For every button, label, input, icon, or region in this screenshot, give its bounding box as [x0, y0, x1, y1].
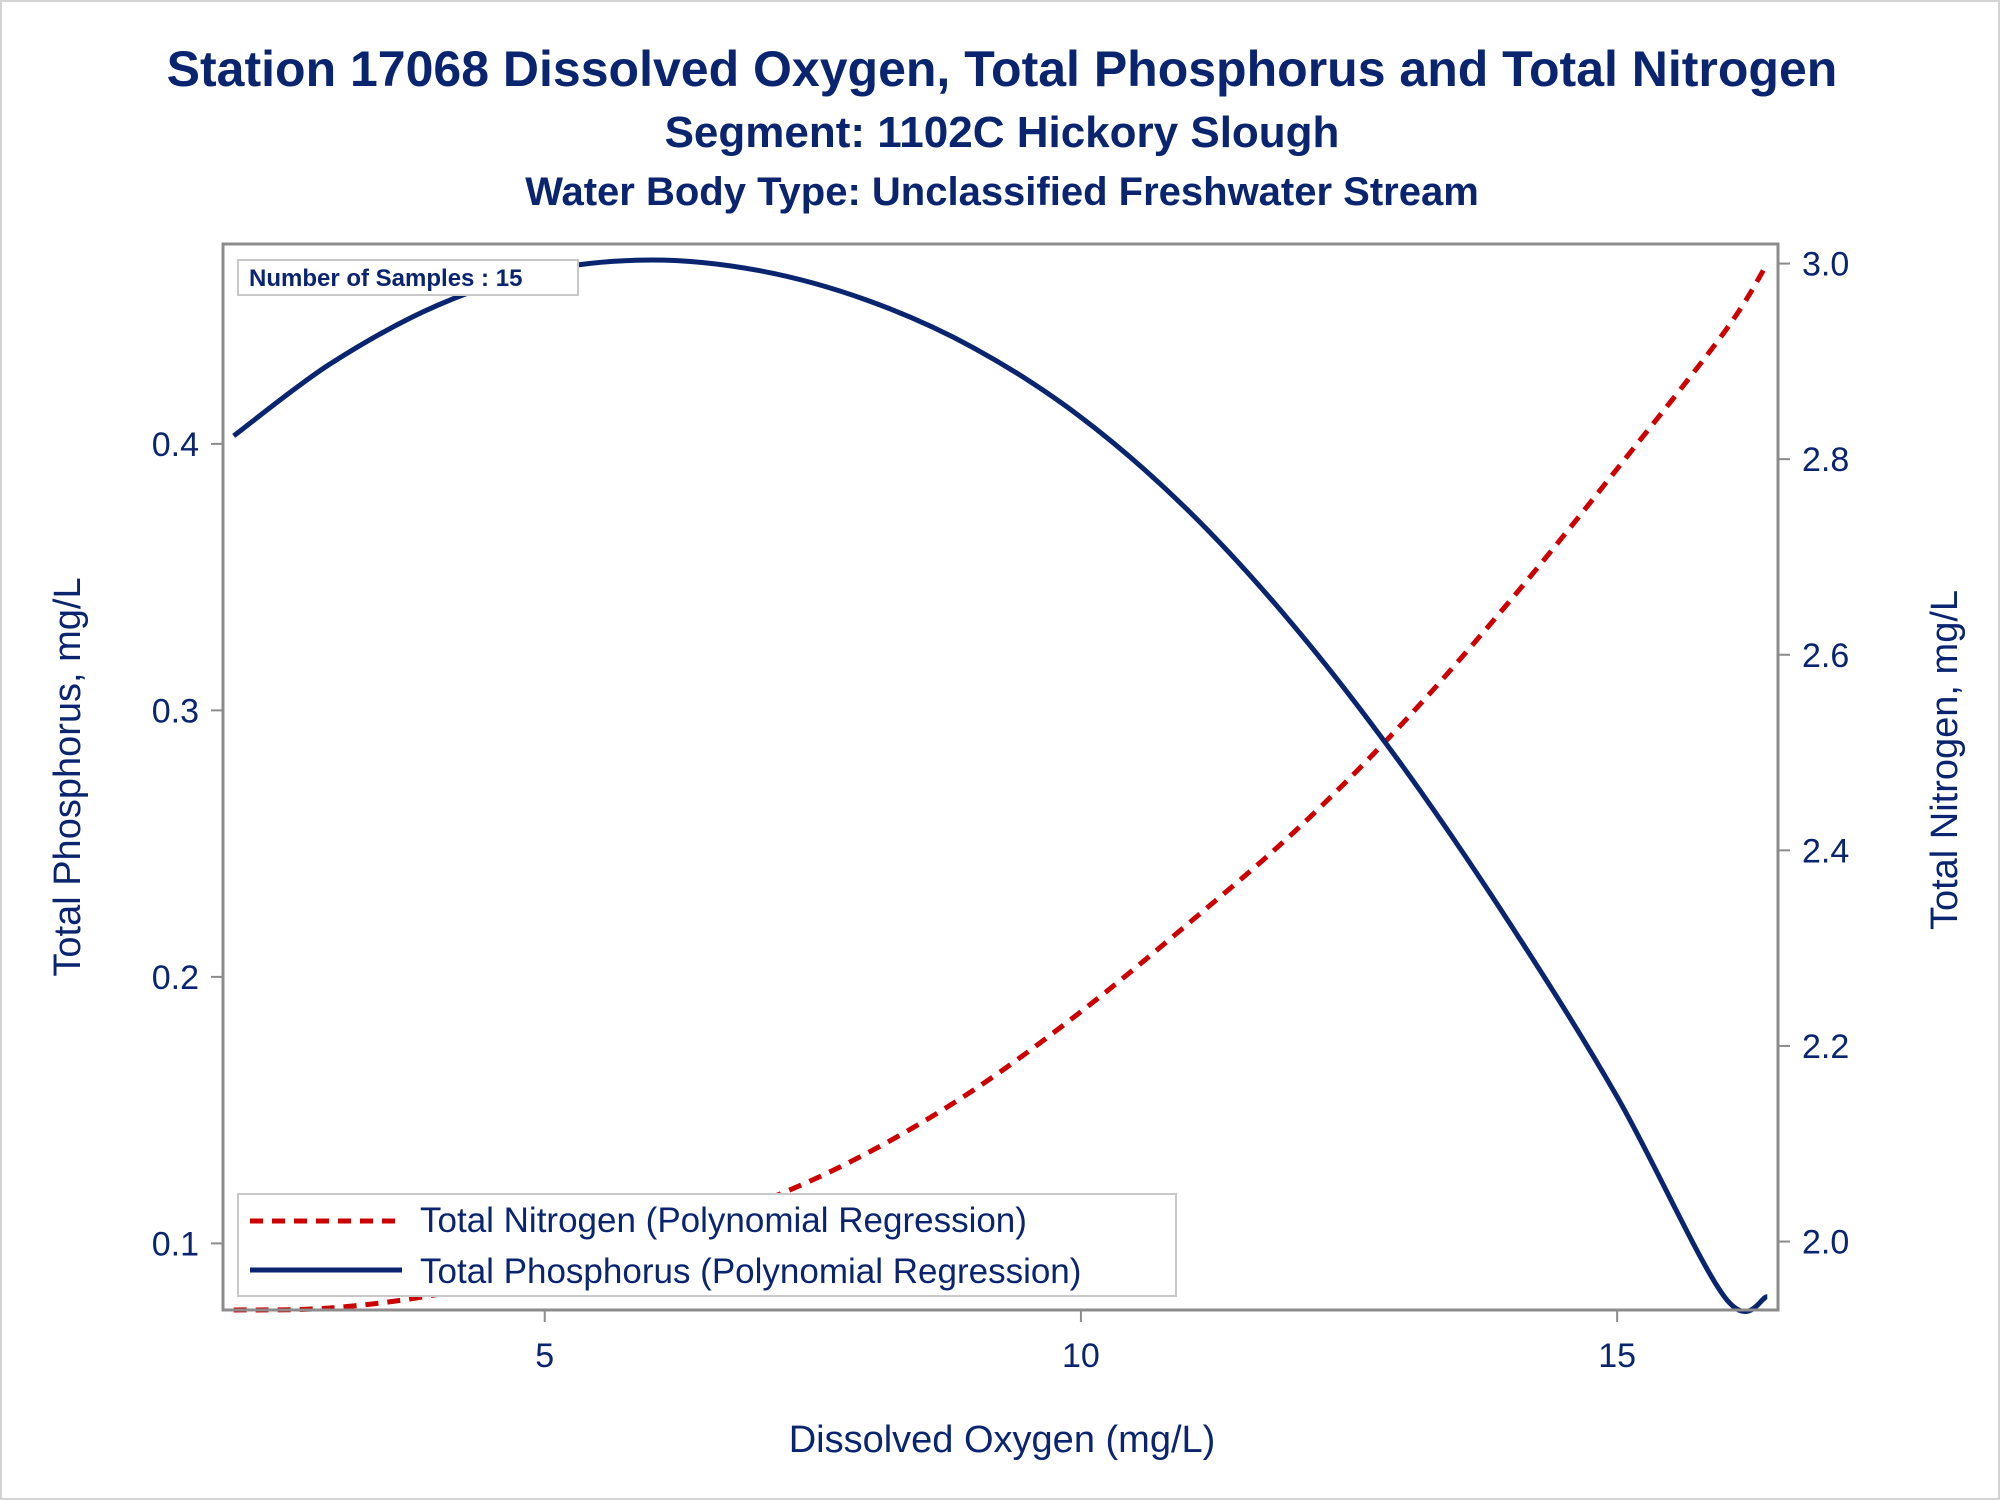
- y-tick-label-right: 2.8: [1802, 441, 1849, 479]
- y-axis-label-left: Total Phosphorus, mg/L: [47, 577, 89, 976]
- legend-frame: [237, 1193, 1177, 1297]
- x-tick-label: 5: [535, 1337, 554, 1375]
- chart-title: Station 17068 Dissolved Oxygen, Total Ph…: [166, 41, 1838, 97]
- y-tick-label-left: 0.3: [152, 692, 199, 730]
- x-axis-label: Dissolved Oxygen (mg/L): [789, 1419, 1216, 1461]
- legend-label-phosphorus: Total Phosphorus (Polynomial Regression): [420, 1252, 1081, 1291]
- series-line-phosphorus: [232, 257, 1769, 1314]
- sample-count-label: Number of Samples : 15: [249, 265, 522, 292]
- x-tick-label: 15: [1598, 1337, 1636, 1375]
- legend: Total Nitrogen (Polynomial Regression) T…: [237, 1193, 1177, 1297]
- y-tick-label-left: 0.4: [152, 426, 199, 464]
- chart-subtitle-2: Water Body Type: Unclassified Freshwater…: [525, 170, 1479, 214]
- y-tick-label-right: 3.0: [1802, 246, 1849, 284]
- series-line-nitrogen: [233, 262, 1770, 1313]
- plot-frame: [221, 242, 1780, 1312]
- chart-subtitle: Segment: 1102C Hickory Slough: [664, 108, 1340, 157]
- y-axis-label-right: Total Nitrogen, mg/L: [1924, 590, 1966, 930]
- legend-label-nitrogen: Total Nitrogen (Polynomial Regression): [420, 1201, 1027, 1240]
- y-tick-label-left: 0.1: [152, 1225, 199, 1263]
- y-tick-label-right: 2.6: [1802, 637, 1849, 675]
- x-tick-label: 10: [1062, 1337, 1100, 1375]
- series-layer: [232, 257, 1770, 1314]
- y-tick-label-right: 2.2: [1802, 1028, 1849, 1066]
- inset-box: Number of Samples : 15: [237, 259, 579, 296]
- y-tick-label-right: 2.4: [1802, 832, 1849, 870]
- inset-frame: [237, 259, 579, 296]
- y-tick-label-left: 0.2: [152, 959, 199, 997]
- ticks-layer: 5 10 15 0.1 0.2 0.3 0.4 2.0 2.2 2.4 2.6 2.8 3.0: [152, 246, 1850, 1375]
- y-tick-label-right: 2.0: [1802, 1224, 1849, 1262]
